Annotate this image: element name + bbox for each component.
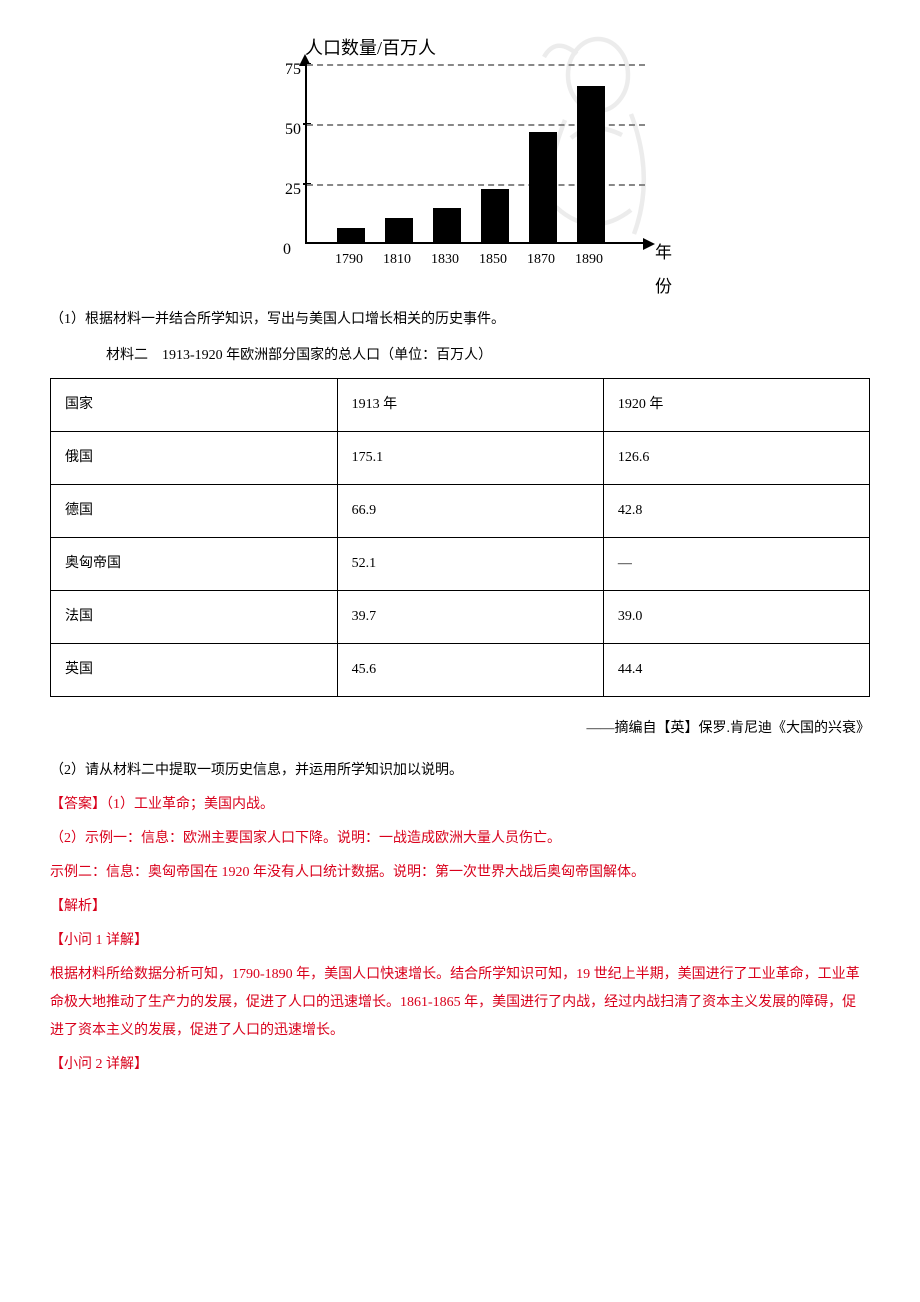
chart-bar xyxy=(433,208,461,242)
sub-question-1-label: 【小问 1 详解】 xyxy=(50,927,870,955)
table-cell: 44.4 xyxy=(603,644,869,697)
table-row: 法国39.739.0 xyxy=(51,591,870,644)
table-row: 俄国175.1126.6 xyxy=(51,432,870,485)
x-tick-label: 1810 xyxy=(377,246,417,274)
table-row: 英国45.644.4 xyxy=(51,644,870,697)
y-tick-label: 25 xyxy=(273,174,301,206)
answer-block-1: 【答案】（1）工业革命；美国内战。 xyxy=(50,791,870,819)
chart-bar xyxy=(337,228,365,242)
table-header-cell: 1920 年 xyxy=(603,379,869,432)
chart-container: 人口数量/百万人 0 255075 1790181018301850187018… xyxy=(50,30,870,290)
sub-question-2-label: 【小问 2 详解】 xyxy=(50,1051,870,1079)
table-cell: 英国 xyxy=(51,644,338,697)
explain-label: 【解析】 xyxy=(50,893,870,921)
table-cell: 42.8 xyxy=(603,485,869,538)
chart-x-axis-title: 年份 xyxy=(655,236,675,304)
x-tick-label: 1870 xyxy=(521,246,561,274)
table-cell: 52.1 xyxy=(337,538,603,591)
population-bar-chart: 人口数量/百万人 0 255075 1790181018301850187018… xyxy=(245,30,675,290)
x-tick-label: 1890 xyxy=(569,246,609,274)
chart-y-axis-title: 人口数量/百万人 xyxy=(305,30,436,66)
y-tick-label: 50 xyxy=(273,114,301,146)
table-cell: 66.9 xyxy=(337,485,603,538)
bar-rect xyxy=(529,132,557,242)
table-row: 国家1913 年1920 年 xyxy=(51,379,870,432)
chart-bar xyxy=(481,189,509,242)
table-cell: 法国 xyxy=(51,591,338,644)
chart-bar xyxy=(577,86,605,242)
table-row: 奥匈帝国52.1— xyxy=(51,538,870,591)
chart-bar xyxy=(529,132,557,242)
table-cell: 45.6 xyxy=(337,644,603,697)
y-tick-label: 75 xyxy=(273,54,301,86)
bar-rect xyxy=(481,189,509,242)
table-cell: 126.6 xyxy=(603,432,869,485)
bar-rect xyxy=(385,218,413,242)
y-tick-0: 0 xyxy=(283,234,291,266)
bar-rect xyxy=(337,228,365,242)
table-cell: 39.0 xyxy=(603,591,869,644)
x-tick-label: 1830 xyxy=(425,246,465,274)
table-cell: 39.7 xyxy=(337,591,603,644)
table-cell: — xyxy=(603,538,869,591)
question-1: （1）根据材料一并结合所学知识，写出与美国人口增长相关的历史事件。 xyxy=(50,306,870,334)
chart-x-labels: 179018101830185018701890 xyxy=(305,246,645,268)
chart-bar xyxy=(385,218,413,242)
material-2-caption: 材料二 1913-1920 年欧洲部分国家的总人口（单位：百万人） xyxy=(50,342,870,370)
table-header-cell: 国家 xyxy=(51,379,338,432)
table-cell: 俄国 xyxy=(51,432,338,485)
table-header-cell: 1913 年 xyxy=(337,379,603,432)
chart-bars xyxy=(307,64,645,242)
answer-1-text: （1）工业革命；美国内战。 xyxy=(106,797,274,812)
bar-rect xyxy=(577,86,605,242)
table-cell: 奥匈帝国 xyxy=(51,538,338,591)
bar-rect xyxy=(433,208,461,242)
table-cell: 175.1 xyxy=(337,432,603,485)
population-table: 国家1913 年1920 年俄国175.1126.6德国66.942.8奥匈帝国… xyxy=(50,378,870,697)
table-row: 德国66.942.8 xyxy=(51,485,870,538)
sub-question-1-text: 根据材料所给数据分析可知，1790-1890 年，美国人口快速增长。结合所学知识… xyxy=(50,961,870,1045)
source-citation: ——摘编自【英】保罗.肯尼迪《大国的兴衰》 xyxy=(50,715,870,743)
answer-2b: 示例二：信息：奥匈帝国在 1920 年没有人口统计数据。说明：第一次世界大战后奥… xyxy=(50,859,870,887)
answer-label: 【答案】 xyxy=(50,797,106,812)
x-tick-label: 1850 xyxy=(473,246,513,274)
table-cell: 德国 xyxy=(51,485,338,538)
question-2: （2）请从材料二中提取一项历史信息，并运用所学知识加以说明。 xyxy=(50,757,870,785)
answer-2a: （2）示例一：信息：欧洲主要国家人口下降。说明：一战造成欧洲大量人员伤亡。 xyxy=(50,825,870,853)
chart-plot-area: 255075 xyxy=(305,64,645,244)
x-tick-label: 1790 xyxy=(329,246,369,274)
